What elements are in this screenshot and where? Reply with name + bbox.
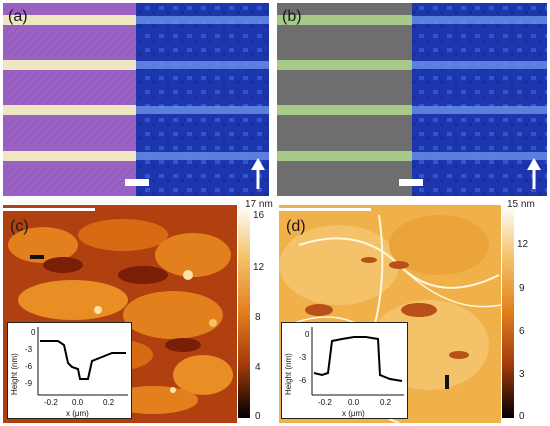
- inset-d-ytick: 0: [305, 330, 310, 339]
- panel-c-label: (c): [10, 218, 29, 235]
- panel-c-colorbar-tick: 0: [255, 411, 261, 422]
- panel-d-colorbar-max: 15 nm: [507, 199, 535, 210]
- inset-c-xtick: 0.0: [72, 398, 84, 407]
- panel-d-label: (d): [286, 218, 306, 235]
- inset-c-profile-line: [40, 340, 126, 380]
- inset-d-xlabel: x (μm): [342, 409, 365, 418]
- panel-c-colorbar-tick: 8: [255, 312, 261, 323]
- inset-c-xtick: -0.2: [44, 398, 58, 407]
- panel-c-height-profile-inset: Height (nm) 0 -3 -6 -9 -0.2 0.0 0.2 x (μ…: [7, 322, 132, 419]
- panel-d-colorbar: [502, 205, 514, 418]
- panel-d-colorbar-tick: 3: [519, 369, 525, 380]
- panel-c-colorbar-tick: 12: [253, 262, 265, 273]
- inset-c-xtick: 0.2: [103, 398, 115, 407]
- panel-a-label: (a): [8, 8, 28, 25]
- inset-c-ytick: -6: [25, 362, 33, 371]
- inset-d-ytick: -3: [299, 353, 307, 362]
- panel-c-colorbar-max: 17 nm: [245, 199, 273, 210]
- inset-c-ylabel: Height (nm): [10, 353, 19, 395]
- inset-d-profile-line: [313, 336, 403, 382]
- inset-c-ytick: -9: [25, 379, 33, 388]
- panel-d-height-profile-inset: Height (nm) 0 -3 -6 -0.2 0.0 0.2 x (μm): [281, 322, 408, 419]
- panel-d-colorbar-tick: 12: [517, 239, 529, 250]
- inset-d-xtick: 0.0: [348, 398, 360, 407]
- inset-d-ytick: -6: [299, 376, 307, 385]
- panel-d-colorbar-tick: 0: [519, 411, 525, 422]
- panel-b-label: (b): [282, 8, 302, 25]
- panel-b-optical-image: [277, 3, 547, 196]
- inset-d-xtick: -0.2: [318, 398, 332, 407]
- panel-c-colorbar-tick: 4: [255, 362, 261, 373]
- panel-d-colorbar-tick: 9: [519, 283, 525, 294]
- inset-d-xtick: 0.2: [380, 398, 392, 407]
- inset-d-ylabel: Height (nm): [284, 353, 293, 395]
- panel-c-colorbar: [238, 205, 250, 418]
- panel-a-optical-image: [3, 3, 269, 196]
- panel-b-image: [277, 3, 547, 196]
- panel-c-colorbar-tick: 16: [253, 210, 265, 221]
- panel-a-image: [3, 3, 269, 196]
- inset-c-ytick: 0: [31, 328, 36, 337]
- panel-d-colorbar-tick: 6: [519, 326, 525, 337]
- inset-c-ytick: -3: [25, 345, 33, 354]
- inset-c-xlabel: x (μm): [66, 409, 89, 418]
